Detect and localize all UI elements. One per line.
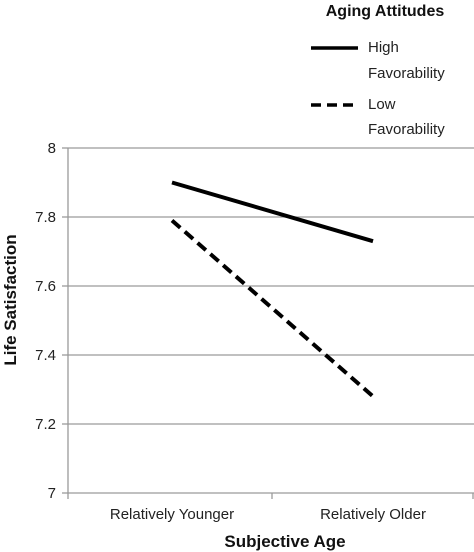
x-tick-label: Relatively Younger [110, 506, 234, 523]
legend-label-low-line2: Favorability [368, 121, 445, 138]
y-axis-title: Life Satisfaction [1, 234, 20, 365]
y-tick-label: 7.4 [35, 347, 56, 364]
y-tick-label: 7.2 [35, 416, 56, 433]
y-tick-label: 7.6 [35, 278, 56, 295]
x-axis-ticks: Relatively Younger Relatively Older [67, 493, 474, 523]
y-axis-ticks: 7 7.2 7.4 7.6 7.8 8 [35, 140, 69, 502]
x-tick-label: Relatively Older [320, 506, 426, 523]
gridlines [68, 147, 474, 494]
series-line-low-favorability [170, 218, 375, 398]
series-lines [170, 180, 375, 398]
x-axis-title: Subjective Age [224, 532, 345, 551]
y-tick-label: 7.8 [35, 209, 56, 226]
legend-label-high-line1: High [368, 39, 399, 56]
series-line-high-favorability [171, 180, 374, 244]
legend-title: Aging Attitudes [326, 3, 445, 20]
legend-label-low-line1: Low [368, 96, 396, 113]
legend: Aging Attitudes High Favorability Low Fa… [311, 3, 445, 138]
y-tick-label: 7 [48, 485, 56, 502]
legend-label-high-line2: Favorability [368, 65, 445, 82]
y-tick-label: 8 [48, 140, 56, 157]
